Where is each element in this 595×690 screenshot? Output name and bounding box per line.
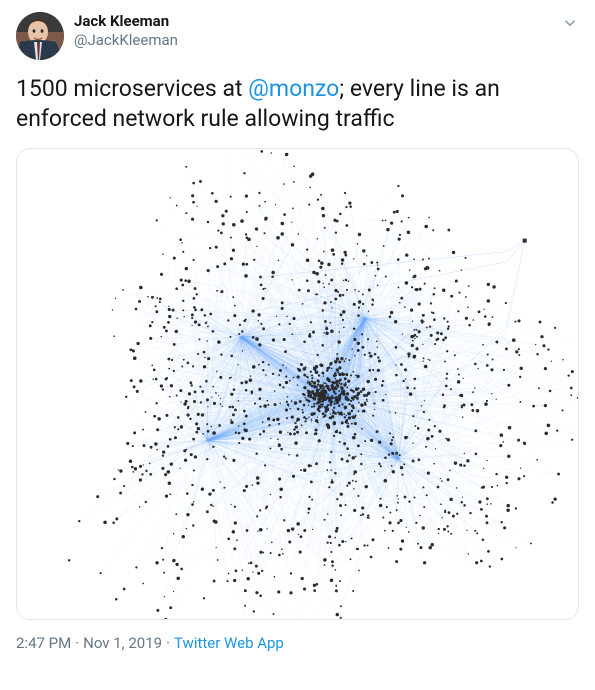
mention-link[interactable]: @monzo bbox=[248, 75, 339, 102]
tweet-text-pre: 1500 microservices at bbox=[16, 75, 248, 102]
display-name: Jack Kleeman bbox=[74, 12, 178, 31]
media-image[interactable] bbox=[16, 148, 579, 620]
author-block[interactable]: Jack Kleeman @JackKleeman bbox=[74, 12, 178, 50]
tweet-source[interactable]: Twitter Web App bbox=[174, 634, 284, 652]
tweet-meta: 2:47 PM·Nov 1, 2019·Twitter Web App bbox=[16, 634, 579, 652]
avatar-image bbox=[16, 12, 64, 60]
tweet-time[interactable]: 2:47 PM bbox=[16, 634, 71, 652]
avatar[interactable] bbox=[16, 12, 64, 60]
chevron-down-icon[interactable] bbox=[561, 14, 579, 36]
handle: @JackKleeman bbox=[74, 31, 178, 50]
tweet-text: 1500 microservices at @monzo; every line… bbox=[16, 74, 579, 134]
tweet-header: Jack Kleeman @JackKleeman bbox=[16, 12, 579, 60]
network-graph bbox=[17, 149, 578, 619]
tweet-date[interactable]: Nov 1, 2019 bbox=[83, 634, 162, 652]
